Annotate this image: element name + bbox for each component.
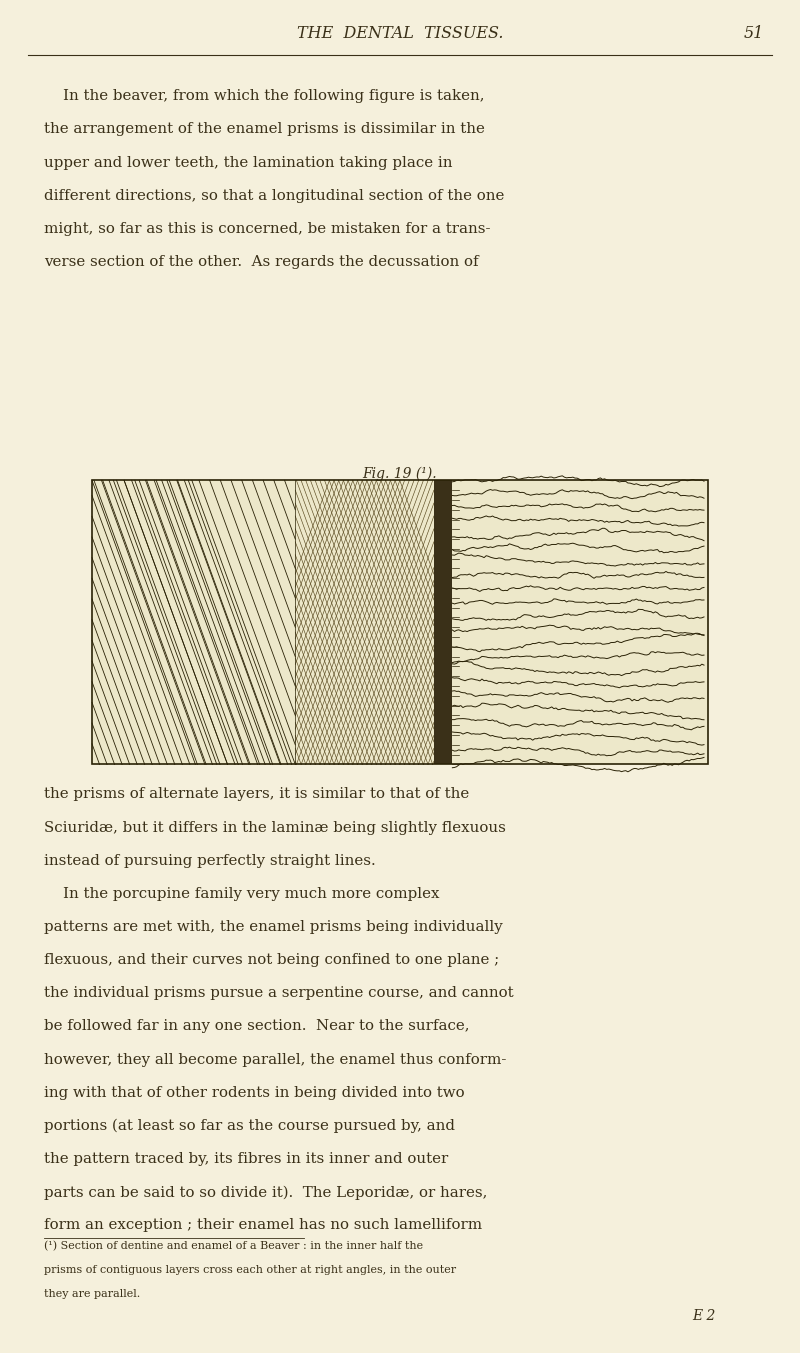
Text: ing with that of other rodents in being divided into two: ing with that of other rodents in being …	[44, 1085, 465, 1100]
Bar	[434, 480, 452, 764]
Text: they are parallel.: they are parallel.	[44, 1289, 140, 1299]
Text: Fig. 19 (¹).: Fig. 19 (¹).	[362, 467, 438, 482]
Text: patterns are met with, the enamel prisms being individually: patterns are met with, the enamel prisms…	[44, 920, 502, 934]
Text: the arrangement of the enamel prisms is dissimilar in the: the arrangement of the enamel prisms is …	[44, 122, 485, 137]
Text: however, they all become parallel, the enamel thus conform-: however, they all become parallel, the e…	[44, 1053, 506, 1066]
Text: 51: 51	[744, 26, 764, 42]
Text: prisms of contiguous layers cross each other at right angles, in the outer: prisms of contiguous layers cross each o…	[44, 1265, 456, 1275]
Bar	[92, 480, 708, 764]
Text: Sciuridæ, but it differs in the laminæ being slightly flexuous: Sciuridæ, but it differs in the laminæ b…	[44, 820, 506, 835]
Text: be followed far in any one section.  Near to the surface,: be followed far in any one section. Near…	[44, 1020, 470, 1034]
Text: the individual prisms pursue a serpentine course, and cannot: the individual prisms pursue a serpentin…	[44, 986, 514, 1000]
Bar	[92, 480, 708, 764]
Text: might, so far as this is concerned, be mistaken for a trans-: might, so far as this is concerned, be m…	[44, 222, 490, 235]
Text: (¹) Section of dentine and enamel of a Beaver : in the inner half the: (¹) Section of dentine and enamel of a B…	[44, 1241, 423, 1252]
Text: flexuous, and their curves not being confined to one plane ;: flexuous, and their curves not being con…	[44, 953, 499, 967]
Text: In the beaver, from which the following figure is taken,: In the beaver, from which the following …	[44, 89, 485, 103]
Text: the pattern traced by, its fibres in its inner and outer: the pattern traced by, its fibres in its…	[44, 1153, 448, 1166]
Text: form an exception ; their enamel has no such lamelliform: form an exception ; their enamel has no …	[44, 1219, 482, 1233]
Text: parts can be said to so divide it).  The Leporidæ, or hares,: parts can be said to so divide it). The …	[44, 1185, 487, 1200]
Text: different directions, so that a longitudinal section of the one: different directions, so that a longitud…	[44, 189, 504, 203]
Text: E 2: E 2	[692, 1310, 716, 1323]
Text: instead of pursuing perfectly straight lines.: instead of pursuing perfectly straight l…	[44, 854, 376, 867]
Text: upper and lower teeth, the lamination taking place in: upper and lower teeth, the lamination ta…	[44, 156, 453, 169]
Text: THE  DENTAL  TISSUES.: THE DENTAL TISSUES.	[297, 26, 503, 42]
Text: In the porcupine family very much more complex: In the porcupine family very much more c…	[44, 888, 439, 901]
Text: portions (at least so far as the course pursued by, and: portions (at least so far as the course …	[44, 1119, 455, 1134]
Text: verse section of the other.  As regards the decussation of: verse section of the other. As regards t…	[44, 254, 478, 269]
Text: the prisms of alternate layers, it is similar to that of the: the prisms of alternate layers, it is si…	[44, 787, 470, 801]
